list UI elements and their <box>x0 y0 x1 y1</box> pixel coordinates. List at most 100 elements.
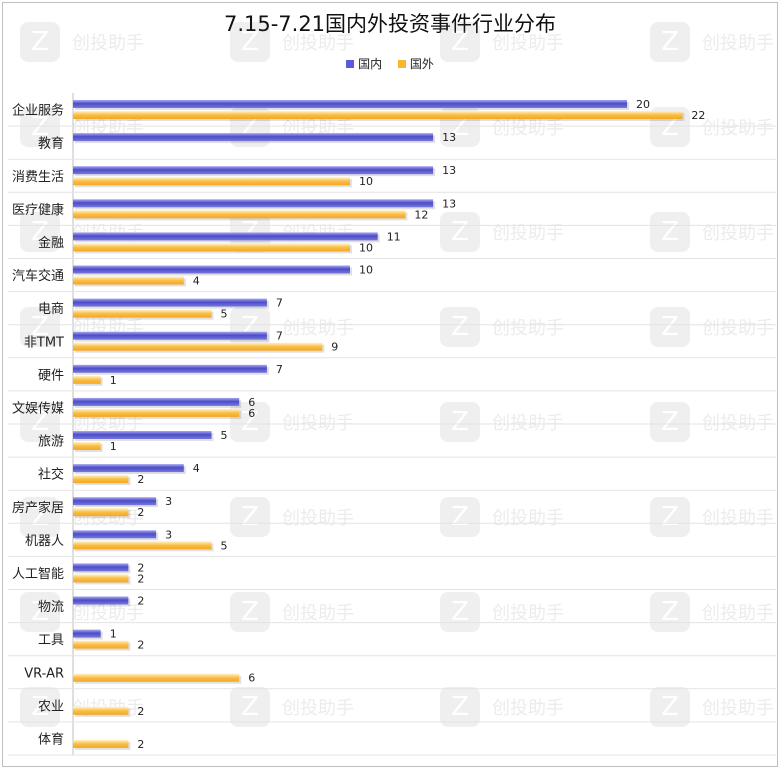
category-label: 金融 <box>38 235 64 251</box>
data-label: 2 <box>137 506 144 519</box>
bar-foreign <box>73 508 129 517</box>
svg-text:创投助手: 创投助手 <box>492 118 564 139</box>
svg-text:Z: Z <box>451 692 469 722</box>
svg-text:创投助手: 创投助手 <box>702 603 774 624</box>
svg-text:Z: Z <box>31 312 49 342</box>
bar-domestic <box>73 331 267 340</box>
bar-foreign <box>73 673 240 682</box>
data-label: 1 <box>110 440 117 453</box>
data-label: 2 <box>137 705 144 718</box>
data-label: 10 <box>359 241 373 254</box>
svg-text:创投助手: 创投助手 <box>492 698 564 719</box>
svg-text:Z: Z <box>31 597 49 627</box>
data-label: 1 <box>110 628 117 641</box>
watermark-2: Z 创投助手 <box>440 22 564 62</box>
data-label: 7 <box>276 330 283 343</box>
bar-foreign <box>73 177 350 186</box>
bar-domestic <box>73 232 378 241</box>
svg-text:创投助手: 创投助手 <box>702 33 774 54</box>
data-label: 2 <box>137 738 144 751</box>
category-label: 物流 <box>38 600 64 615</box>
svg-text:Z: Z <box>661 27 679 57</box>
svg-text:Z: Z <box>451 27 469 57</box>
svg-text:创投助手: 创投助手 <box>72 33 144 54</box>
category-label: 房产家居 <box>12 500 64 516</box>
data-label: 2 <box>137 595 144 608</box>
svg-text:Z: Z <box>241 217 259 247</box>
watermark-15: Z 创投助手 <box>650 307 774 347</box>
watermark-30: Z 创投助手 <box>440 687 564 727</box>
watermark-31: Z 创投助手 <box>650 687 774 727</box>
svg-text:Z: Z <box>661 217 679 247</box>
bar-domestic <box>73 298 267 307</box>
category-label: 消费生活 <box>12 170 64 185</box>
watermark-25: Z 创投助手 <box>230 592 354 632</box>
svg-text:创投助手: 创投助手 <box>702 318 774 339</box>
svg-text:Z: Z <box>241 27 259 57</box>
watermark-19: Z 创投助手 <box>650 402 774 442</box>
svg-text:Z: Z <box>31 27 49 57</box>
legend-item-foreign: 国外 <box>397 55 434 72</box>
watermark-18: Z 创投助手 <box>440 402 564 442</box>
data-label: 22 <box>691 109 705 122</box>
svg-text:Z: Z <box>241 692 259 722</box>
data-label: 3 <box>165 528 172 541</box>
data-label: 10 <box>359 264 373 277</box>
category-label: 非TMT <box>24 335 64 350</box>
legend-label-domestic: 国内 <box>358 57 383 71</box>
data-label: 12 <box>414 208 428 221</box>
bar-domestic <box>73 464 184 473</box>
data-label: 7 <box>276 297 283 310</box>
svg-text:Z: Z <box>451 312 469 342</box>
watermark-17: Z 创投助手 <box>230 402 354 442</box>
bar-foreign <box>73 442 101 450</box>
category-label: 工具 <box>38 633 64 648</box>
svg-text:Z: Z <box>451 407 469 437</box>
bar-foreign <box>73 342 323 351</box>
bar-domestic <box>73 364 267 373</box>
data-label: 3 <box>165 495 172 508</box>
svg-text:Z: Z <box>661 597 679 627</box>
svg-text:Z: Z <box>31 502 49 532</box>
bar-domestic <box>73 397 240 406</box>
data-label: 5 <box>221 308 228 321</box>
svg-text:Z: Z <box>241 502 259 532</box>
legend-swatch-foreign <box>397 60 406 68</box>
category-label: 教育 <box>38 136 64 152</box>
bar-domestic <box>73 133 434 142</box>
watermark-11: Z 创投助手 <box>650 212 774 252</box>
svg-text:Z: Z <box>661 502 679 532</box>
bar-domestic <box>73 530 157 539</box>
watermark-3: Z 创投助手 <box>650 22 774 62</box>
watermark-14: Z 创投助手 <box>440 307 564 347</box>
legend-swatch-domestic <box>346 60 355 68</box>
svg-text:创投助手: 创投助手 <box>702 508 774 529</box>
watermark-0: Z 创投助手 <box>20 22 144 62</box>
data-label: 2 <box>137 473 144 486</box>
bar-foreign <box>73 475 129 484</box>
watermark-24: Z 创投助手 <box>20 592 144 632</box>
data-label: 13 <box>442 131 456 144</box>
data-label: 4 <box>193 275 200 288</box>
watermark-26: Z 创投助手 <box>440 592 564 632</box>
watermark-23: Z 创投助手 <box>650 497 774 537</box>
watermark-10: Z 创投助手 <box>440 212 564 252</box>
bar-foreign <box>73 375 101 384</box>
svg-text:Z: Z <box>661 692 679 722</box>
svg-text:Z: Z <box>31 112 49 142</box>
category-label: VR-AR <box>24 666 64 681</box>
data-label: 4 <box>193 462 200 475</box>
svg-text:创投助手: 创投助手 <box>282 33 354 54</box>
svg-text:创投助手: 创投助手 <box>282 603 354 624</box>
svg-text:Z: Z <box>31 407 49 437</box>
category-label: 医疗健康 <box>12 202 64 218</box>
data-label: 6 <box>248 396 255 409</box>
svg-text:Z: Z <box>31 217 49 247</box>
data-label: 5 <box>221 539 228 552</box>
data-label: 2 <box>137 561 144 574</box>
watermark-29: Z 创投助手 <box>230 687 354 727</box>
svg-text:Z: Z <box>661 112 679 142</box>
svg-text:Z: Z <box>451 217 469 247</box>
